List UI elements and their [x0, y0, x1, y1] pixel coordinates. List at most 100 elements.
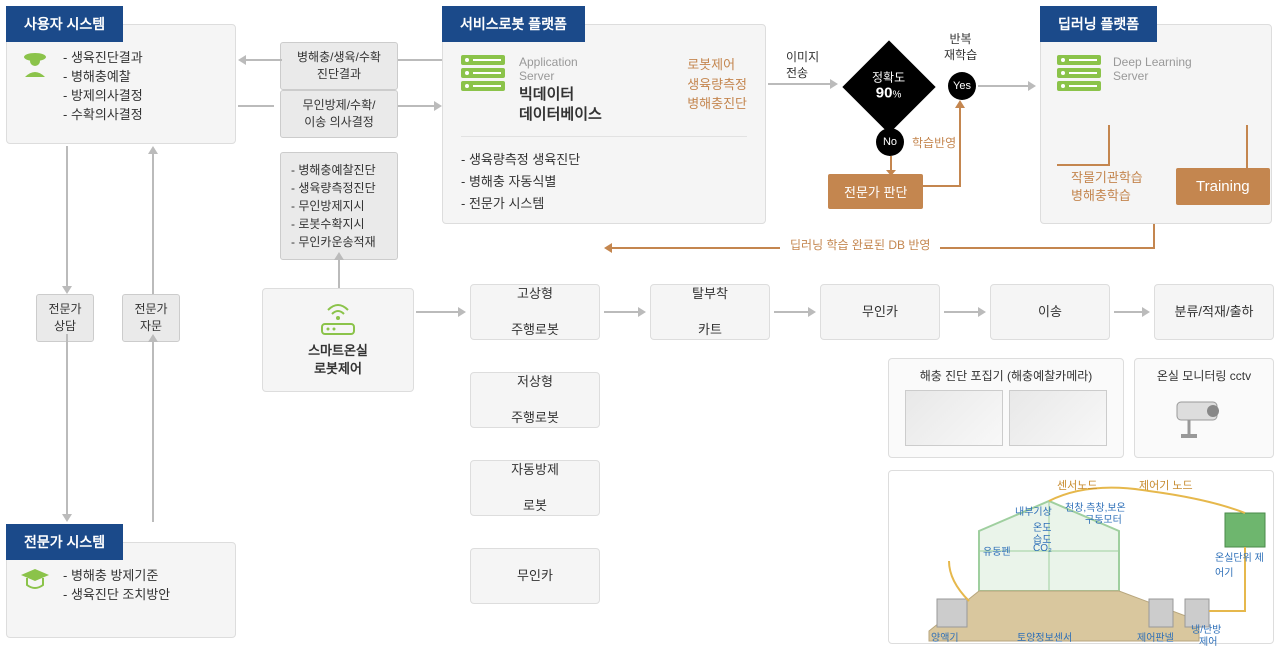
expert-system-title: 전문가 시스템 — [6, 524, 123, 560]
arrow-orange-up — [920, 100, 970, 193]
consult-l1: 전문가 — [134, 302, 167, 316]
r4-l: 무인카 — [517, 567, 553, 585]
service-robot-panel: Application Server 빅데이터 데이터베이스 로봇제어 생육량측… — [442, 24, 766, 224]
arrow-up — [146, 334, 160, 525]
consult-l2: 상담 — [54, 319, 76, 333]
arrow-right — [1114, 306, 1150, 321]
arrow-left — [238, 54, 282, 69]
list-item: 로봇수확지시 — [291, 215, 387, 233]
dl-learn-2: 병해충학습 — [1071, 187, 1143, 205]
service-robot-title: 서비스로봇 플랫폼 — [442, 6, 585, 42]
list-item: 방제의사결정 — [63, 85, 143, 104]
greenhouse-diagram: 센서노드 제어기 노드 내부기상 천창,측창,보온 구동모터 온도 습도 CO₂… — [888, 470, 1274, 644]
gh-unit-controller: 온실단위 제어기 — [1215, 549, 1271, 579]
arrow-orange — [884, 156, 898, 179]
arrow-right — [774, 306, 816, 321]
robot-r1: 고상형주행로봇 — [470, 284, 600, 340]
r3-l1: 자동방제 — [511, 461, 559, 479]
chain-c3: 이송 — [990, 284, 1110, 340]
server-icon — [461, 55, 505, 91]
iter-learn-label: 반복 재학습 — [944, 32, 977, 63]
gh-nutrient: 양액기 — [931, 629, 959, 644]
no-text: No — [883, 136, 897, 148]
user-system-title: 사용자 시스템 — [6, 6, 123, 42]
smart-greenhouse-box: 스마트온실 로봇제어 — [262, 288, 414, 392]
robot-r2: 저상형주행로봇 — [470, 372, 600, 428]
robot-r4: 무인카 — [470, 548, 600, 604]
arrow-down — [332, 252, 346, 291]
gh-control-node: 제어기 노드 — [1139, 477, 1193, 493]
user-system-panel: 생육진단결과 병해충예찰 방제의사결정 수확의사결정 — [6, 24, 236, 144]
image-send-l2: 전송 — [786, 66, 808, 80]
gh-panel: 제어판넬 — [1137, 629, 1174, 644]
bigdata-2: 데이터베이스 — [519, 106, 602, 123]
training-box: Training — [1176, 168, 1270, 205]
list-item: 무인방제지시 — [291, 197, 387, 215]
side-item: 로봇제어 — [687, 55, 747, 75]
r1-l1: 고상형 — [517, 285, 553, 303]
list-item: 수확의사결정 — [63, 104, 143, 123]
arrow-right — [978, 80, 1036, 95]
server-icon — [1057, 55, 1101, 91]
arrow-down — [60, 146, 74, 297]
arrow-right — [604, 306, 646, 321]
bigdata-1: 빅데이터 — [519, 86, 574, 103]
func-item: 병해충 자동식별 — [461, 171, 747, 193]
list-item: 병해충 방제기준 — [63, 565, 170, 584]
r1-l2: 주행로봇 — [511, 321, 559, 339]
graduation-icon — [19, 565, 51, 597]
fl-l1: 병해충/생육/수확 — [297, 50, 381, 64]
r3-l2: 로봇 — [523, 497, 547, 515]
pest-image-1 — [905, 390, 1003, 446]
no-circle: No — [876, 128, 904, 156]
chain-c2: 무인카 — [820, 284, 940, 340]
deep-learning-title: 딥러닝 플랫폼 — [1040, 6, 1157, 42]
gh-co2: CO₂ — [1033, 543, 1052, 554]
yes-circle: Yes — [948, 72, 976, 100]
flow-label-2: 무인방제/수확/ 이송 의사결정 — [280, 90, 398, 138]
accuracy-pct: % — [893, 90, 902, 101]
gh-fan: 유동펜 — [983, 543, 1011, 558]
expert-judge-box: 전문가 판단 — [828, 174, 923, 209]
func-item: 전문가 시스템 — [461, 193, 747, 215]
cctv-icon — [1169, 390, 1239, 440]
robot-r3: 자동방제로봇 — [470, 460, 600, 516]
arrow-right — [416, 306, 466, 321]
side-item: 병해충진단 — [687, 94, 747, 114]
accuracy-value: 90 — [876, 85, 893, 102]
c4-l: 분류/적재/출하 — [1175, 303, 1254, 321]
fl-l1: 무인방제/수확/ — [303, 98, 376, 112]
fl-l2: 이송 의사결정 — [304, 115, 374, 129]
cctv-label: 온실 모니터링 cctv — [1143, 367, 1265, 384]
cctv-box: 온실 모니터링 cctv — [1134, 358, 1274, 458]
c3-l: 이송 — [1038, 303, 1062, 321]
list-item: 병해충예찰진단 — [291, 161, 387, 179]
list-item: 생육량측정진단 — [291, 179, 387, 197]
list-item: 병해충예찰 — [63, 66, 143, 85]
arrow-right — [944, 306, 986, 321]
arrow-right — [398, 100, 442, 115]
arrow-up — [146, 146, 160, 297]
user-system-list: 생육진단결과 병해충예찰 방제의사결정 수확의사결정 — [63, 47, 143, 123]
image-send-l1: 이미지 — [786, 50, 819, 64]
list-item: 생육진단결과 — [63, 47, 143, 66]
pest-label: 해충 진단 포집기 (해충예찰카메라) — [897, 367, 1115, 384]
app-server-label: Application Server — [519, 55, 602, 83]
iter-l2: 재학습 — [944, 48, 977, 62]
side-item: 생육량측정 — [687, 75, 747, 95]
flow-label-3: 병해충예찰진단 생육량측정진단 무인방제지시 로봇수확지시 무인카운송적재 — [280, 152, 398, 260]
pest-image-2 — [1009, 390, 1107, 446]
dl-server-label: Deep Learning Server — [1113, 55, 1192, 83]
gh-hvac-2: 제어 — [1199, 633, 1217, 648]
c1-l1: 탈부착 — [692, 285, 728, 303]
c2-l: 무인카 — [862, 303, 898, 321]
consult-l1: 전문가 — [48, 302, 81, 316]
r2-l1: 저상형 — [517, 373, 553, 391]
gh-sensor-node: 센서노드 — [1057, 477, 1097, 493]
c1-l2: 카트 — [698, 321, 722, 339]
chain-c1: 탈부착카트 — [650, 284, 770, 340]
sg-l2: 로봇제어 — [314, 361, 362, 376]
gh-internal-weather: 내부기상 — [1015, 503, 1052, 518]
fl-l2: 진단결과 — [317, 67, 361, 81]
farmer-icon — [19, 47, 51, 79]
